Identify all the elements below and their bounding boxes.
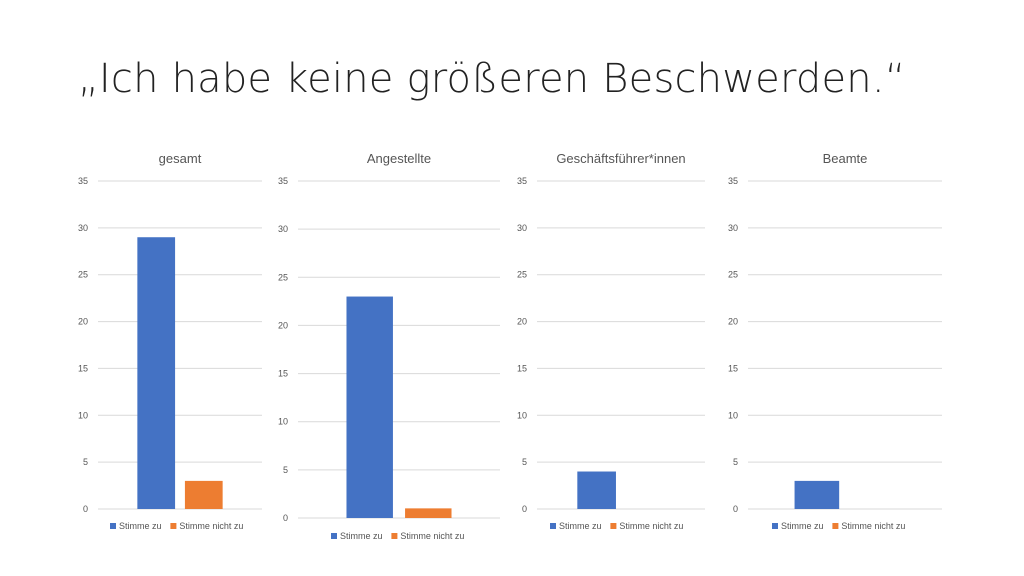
chart-1-y-tick-label: 15 (78, 363, 88, 373)
chart-2-bar-agree (346, 296, 393, 518)
chart-4-legend-label: Stimme nicht zu (841, 521, 905, 531)
chart-3-y-tick-label: 10 (517, 410, 527, 420)
chart-4-legend-swatch (772, 523, 778, 529)
chart-2-legend-label: Stimme zu (340, 531, 383, 541)
chart-1-y-tick-label: 25 (78, 270, 88, 280)
chart-2-y-tick-label: 20 (278, 320, 288, 330)
chart-3-legend-label: Stimme nicht zu (619, 521, 683, 531)
chart-2-y-tick-label: 35 (278, 176, 288, 186)
chart-1-legend-swatch (170, 523, 177, 529)
chart-2-legend-swatch (391, 533, 398, 539)
chart-1-bar-disagree (184, 480, 223, 509)
chart-4-bar-agree (794, 480, 840, 509)
chart-3-y-tick-label: 25 (517, 270, 527, 280)
chart-3-legend-swatch (550, 523, 556, 529)
chart-4-y-tick-label: 10 (728, 410, 738, 420)
chart-2-y-tick-label: 10 (278, 417, 288, 427)
chart-3-legend-swatch (610, 523, 617, 529)
chart-3-y-tick-label: 0 (522, 504, 527, 514)
chart-1-y-tick-label: 30 (78, 223, 88, 233)
chart-2-y-tick-label: 15 (278, 369, 288, 379)
chart-1-y-tick-label: 0 (83, 504, 88, 514)
chart-4-y-tick-label: 5 (733, 457, 738, 467)
chart-4-y-tick-label: 30 (728, 223, 738, 233)
chart-1-y-tick-label: 35 (78, 176, 88, 186)
chart-4-title: Beamte (823, 151, 868, 166)
chart-3-y-tick-label: 20 (517, 317, 527, 327)
chart-4-legend-label: Stimme zu (781, 521, 824, 531)
chart-2-bar-disagree (405, 508, 452, 518)
chart-1-y-tick-label: 20 (78, 317, 88, 327)
chart-4-y-tick-label: 25 (728, 270, 738, 280)
chart-4-y-tick-label: 15 (728, 363, 738, 373)
chart-1-legend-label: Stimme zu (119, 521, 162, 531)
chart-2-y-tick-label: 30 (278, 224, 288, 234)
chart-1-bar-agree (137, 237, 176, 509)
chart-2-y-tick-label: 5 (283, 465, 288, 475)
chart-3-bar-agree (577, 471, 616, 509)
chart-3-title: Geschäftsführer*innen (556, 151, 685, 166)
chart-4-y-tick-label: 20 (728, 317, 738, 327)
chart-2-legend-label: Stimme nicht zu (400, 531, 464, 541)
chart-2-title: Angestellte (367, 151, 431, 166)
chart-2-legend-swatch (331, 533, 337, 539)
chart-1-title: gesamt (159, 151, 202, 166)
chart-3-legend-label: Stimme zu (559, 521, 602, 531)
chart-1-legend-label: Stimme nicht zu (179, 521, 243, 531)
chart-3-y-tick-label: 30 (517, 223, 527, 233)
chart-1-legend-swatch (110, 523, 116, 529)
chart-2-y-tick-label: 0 (283, 513, 288, 523)
chart-4-y-tick-label: 0 (733, 504, 738, 514)
chart-3-y-tick-label: 35 (517, 176, 527, 186)
chart-3-y-tick-label: 15 (517, 363, 527, 373)
chart-1-y-tick-label: 10 (78, 410, 88, 420)
chart-1-y-tick-label: 5 (83, 457, 88, 467)
chart-4-legend-swatch (832, 523, 839, 529)
slide-title: „Ich habe keine größeren Beschwerden.“ (78, 56, 906, 102)
chart-3-y-tick-label: 5 (522, 457, 527, 467)
chart-2-y-tick-label: 25 (278, 272, 288, 282)
chart-4-y-tick-label: 35 (728, 176, 738, 186)
